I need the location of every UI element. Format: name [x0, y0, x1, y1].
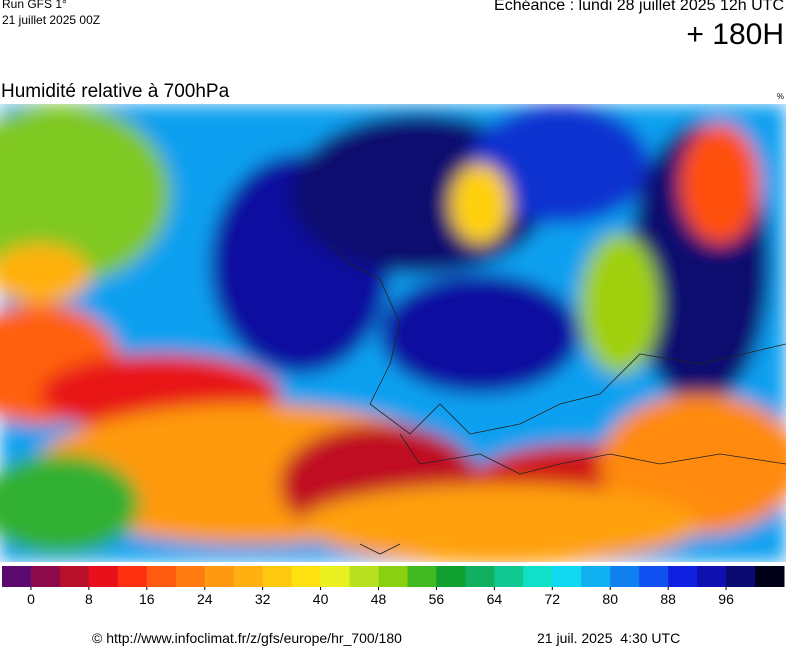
- tick-label: 80: [602, 591, 618, 607]
- tick-label: 32: [255, 591, 271, 607]
- coastlines: [329, 243, 786, 555]
- run-label: Run GFS 1°: [2, 0, 67, 11]
- color-box: [262, 566, 293, 587]
- run-date: 21 juillet 2025 00Z: [2, 13, 101, 27]
- tick-label: 0: [27, 591, 35, 607]
- tick-label: 56: [429, 591, 445, 607]
- color-box: [59, 566, 90, 587]
- color-box: [523, 566, 553, 587]
- color-box: [639, 566, 669, 587]
- credit: © http://www.infoclimat.fr/z/gfs/europe/…: [92, 630, 402, 646]
- tick-label: 48: [371, 591, 387, 607]
- tick-label: 40: [313, 591, 329, 607]
- tick-label: 72: [545, 591, 561, 607]
- color-box: [552, 566, 582, 587]
- color-box: [320, 566, 351, 587]
- color-box: [697, 566, 727, 587]
- humidity-field: [0, 104, 786, 562]
- color-box: [291, 566, 322, 587]
- color-box: [175, 566, 206, 587]
- color-box: [407, 566, 437, 587]
- color-box: [30, 566, 61, 587]
- color-box: [233, 566, 264, 587]
- color-box: [465, 566, 495, 587]
- valid-time: Echéance : lundi 28 juillet 2025 12h UTC: [494, 0, 784, 14]
- color-box: [146, 566, 177, 587]
- map: [0, 104, 786, 562]
- color-box: [349, 566, 380, 587]
- tick-label: 8: [85, 591, 93, 607]
- tick-label: 96: [718, 591, 734, 607]
- color-box: [88, 566, 119, 587]
- map-title: Humidité relative à 700hPa: [1, 81, 230, 102]
- color-box: [668, 566, 698, 587]
- color-box: [494, 566, 524, 587]
- tick-label: 16: [139, 591, 155, 607]
- color-box: [610, 566, 640, 587]
- tick-label: 24: [197, 591, 213, 607]
- tick-label: 64: [487, 591, 503, 607]
- color-box: [2, 566, 32, 587]
- color-box: [755, 566, 785, 587]
- tick-label: 88: [660, 591, 676, 607]
- color-box: [117, 566, 148, 587]
- lead-time: + 180H: [686, 18, 784, 51]
- color-box: [378, 566, 408, 587]
- color-box: [581, 566, 611, 587]
- timestamp: 21 juil. 2025 4:30 UTC: [537, 630, 681, 646]
- color-box: [204, 566, 235, 587]
- color-box: [726, 566, 756, 587]
- colorbar: 0 8 16 24 32 40 48 56 64 72 80 88 96: [2, 566, 785, 607]
- unit: %: [776, 92, 784, 101]
- color-box: [436, 566, 466, 587]
